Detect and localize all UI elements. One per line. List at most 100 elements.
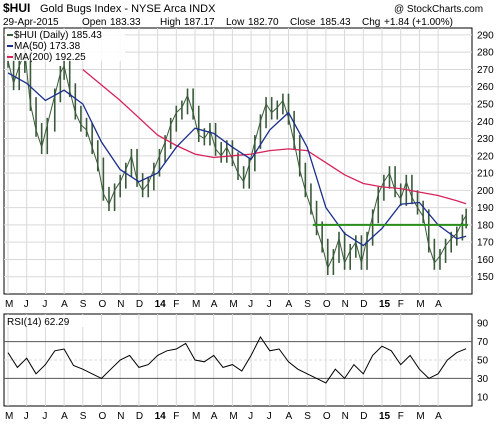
price-tick-label: 280 — [477, 48, 494, 59]
rsi-grid — [4, 314, 472, 406]
quote-open-label: Open — [82, 17, 106, 28]
month-label-top: A — [435, 299, 442, 310]
month-label-top: J — [42, 299, 47, 310]
quote-high-label: High — [160, 17, 181, 28]
month-label-top: N — [342, 299, 349, 310]
ma50-line — [7, 72, 467, 247]
price-tick-label: 250 — [477, 100, 494, 111]
x-axis-months-bottom: M J J A S O N D 14 F M A M J J A S O N D 15 F M A — [5, 411, 442, 422]
x-axis-months-top: M J J A S O N D 14 F M A M J J A S O N D 15 F M A — [5, 299, 442, 310]
price-tick-label: 210 — [477, 169, 494, 180]
quote-high: 187.17 — [184, 17, 215, 28]
month-label-bottom: D — [136, 411, 143, 422]
rsi-label: RSI(14) 62.29 — [7, 317, 70, 328]
month-label-bottom: J — [267, 411, 272, 422]
month-label-top: M — [192, 299, 200, 310]
month-label-top: M — [229, 299, 237, 310]
rsi-line — [7, 336, 467, 384]
month-label-bottom: O — [99, 411, 107, 422]
quote-chg-label: Chg — [362, 17, 380, 28]
rsi-label-bg — [5, 315, 85, 327]
price-tick-label: 200 — [477, 186, 494, 197]
symbol: $HUI — [3, 1, 30, 15]
price-panel: 150 160 170 180 190 200 210 220 230 240 250 260 270 2… — [3, 27, 494, 295]
month-label-top: D — [136, 299, 143, 310]
price-tick-label: 260 — [477, 82, 494, 93]
month-label-top: S — [304, 299, 311, 310]
month-label-top: F — [398, 299, 404, 310]
month-label-top: J — [248, 299, 253, 310]
watermark: @ StockCharts.com — [394, 4, 483, 15]
month-label-bottom: D — [360, 411, 367, 422]
month-label-bottom: M — [5, 411, 13, 422]
price-legend: $HUI (Daily) 185.43 MA(50) 173.38 MA(200… — [5, 29, 125, 63]
legend-price: $HUI (Daily) 185.43 — [14, 30, 102, 41]
quote-low-label: Low — [226, 17, 245, 28]
month-label-top: O — [323, 299, 331, 310]
quote-close-label: Close — [290, 17, 316, 28]
rsi-tick-label: 70 — [477, 337, 489, 348]
month-label-bottom: S — [304, 411, 311, 422]
rsi-panel: 10 30 50 70 90 RSI(14) 62.29 — [3, 313, 489, 407]
month-label-bottom: F — [173, 411, 179, 422]
month-label-top: M — [5, 299, 13, 310]
month-label-bottom: J — [42, 411, 47, 422]
month-label-bottom: A — [211, 411, 218, 422]
month-label-bottom: M — [192, 411, 200, 422]
quote-date: 29-Apr-2015 — [3, 17, 59, 28]
price-tick-label: 170 — [477, 238, 494, 249]
month-label-top: A — [211, 299, 218, 310]
legend-bg — [5, 29, 125, 61]
price-plot — [7, 45, 469, 275]
rsi-tick-label: 90 — [477, 319, 489, 330]
price-line — [7, 52, 467, 270]
month-label-top: N — [117, 299, 124, 310]
chart-title: Gold Bugs Index - NYSE Arca INDX — [40, 3, 216, 15]
legend-ma50: MA(50) 173.38 — [14, 41, 81, 52]
month-label-top: J — [267, 299, 272, 310]
quote-low: 182.70 — [248, 17, 279, 28]
month-label-bottom: N — [342, 411, 349, 422]
month-label-top: J — [24, 299, 29, 310]
ma200-line — [82, 68, 467, 205]
rsi-axis: 10 30 50 70 90 — [477, 319, 489, 404]
rsi-tick-label: 30 — [477, 374, 489, 385]
month-label-top: 15 — [379, 299, 391, 310]
month-label-bottom: M — [229, 411, 237, 422]
month-label-bottom: M — [416, 411, 424, 422]
month-label-bottom: A — [435, 411, 442, 422]
month-label-bottom: J — [24, 411, 29, 422]
price-tick-label: 180 — [477, 220, 494, 231]
price-tick-label: 270 — [477, 65, 494, 76]
month-label-bottom: O — [323, 411, 331, 422]
price-tick-label: 290 — [477, 30, 494, 41]
price-tick-label: 150 — [477, 272, 494, 283]
month-label-bottom: A — [61, 411, 68, 422]
header: $HUI Gold Bugs Index - NYSE Arca INDX @ … — [3, 1, 483, 28]
month-label-top: 14 — [155, 299, 167, 310]
quote-open: 183.33 — [110, 17, 141, 28]
quote-chg: +1.84 (+1.00%) — [384, 17, 453, 28]
month-label-top: A — [286, 299, 293, 310]
month-label-bottom: A — [286, 411, 293, 422]
price-tick-label: 220 — [477, 151, 494, 162]
month-label-top: S — [80, 299, 87, 310]
legend-ma200: MA(200) 192.25 — [14, 52, 86, 63]
month-label-bottom: F — [398, 411, 404, 422]
month-label-top: M — [416, 299, 424, 310]
month-label-bottom: 15 — [379, 411, 391, 422]
rsi-tick-label: 50 — [477, 356, 489, 367]
month-label-bottom: J — [248, 411, 253, 422]
month-label-top: O — [99, 299, 107, 310]
month-label-bottom: 14 — [155, 411, 167, 422]
rsi-plot — [7, 336, 467, 384]
month-label-top: D — [360, 299, 367, 310]
quote-close: 185.43 — [320, 17, 351, 28]
price-tick-label: 230 — [477, 134, 494, 145]
rsi-tick-label: 10 — [477, 392, 489, 403]
price-tick-label: 240 — [477, 117, 494, 128]
price-tick-label: 190 — [477, 203, 494, 214]
month-label-top: F — [173, 299, 179, 310]
price-axis: 150 160 170 180 190 200 210 220 230 240 250 260 270 2… — [477, 30, 494, 283]
